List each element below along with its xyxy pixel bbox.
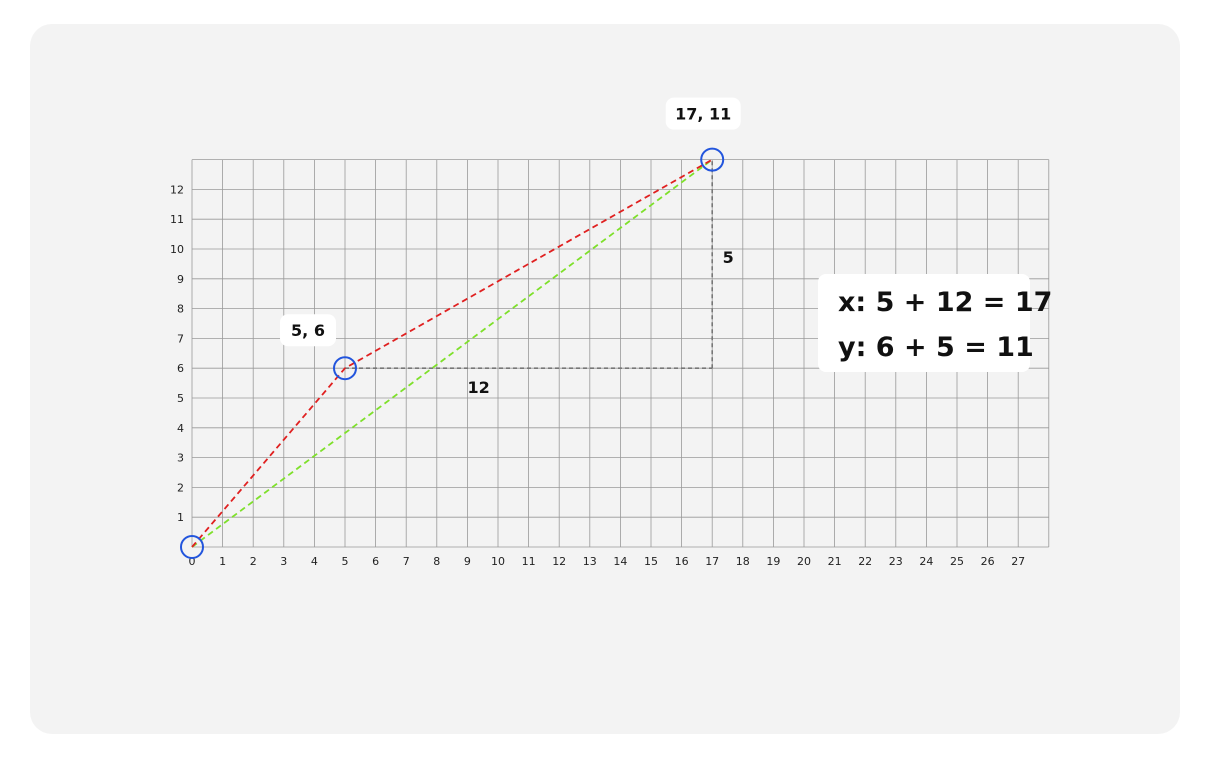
y-tick-label: 5 [177, 392, 184, 405]
point-marker-circle [333, 356, 357, 381]
x-tick-label: 23 [889, 555, 903, 568]
x-tick-label: 21 [828, 555, 842, 568]
delta-x-label: 12 [467, 378, 489, 397]
x-tick-label: 16 [675, 555, 689, 568]
x-tick-label: 19 [766, 555, 780, 568]
x-tick-label: 25 [950, 555, 964, 568]
point-label: 17, 11 [675, 105, 731, 124]
callout-box [665, 97, 741, 130]
equation-x: x: 5 + 12 = 17 [838, 287, 1053, 318]
y-tick-label: 12 [170, 183, 184, 196]
x-tick-label: 12 [552, 555, 566, 568]
x-tick-label: 3 [280, 555, 287, 568]
x-tick-label: 14 [613, 555, 627, 568]
x-tick-label: 26 [981, 555, 995, 568]
x-tick-label: 13 [583, 555, 597, 568]
y-tick-label: 3 [177, 452, 184, 465]
diagram-panel [30, 24, 1180, 734]
resultant-line-green [191, 158, 713, 548]
delta-labels: 12 5 [467, 248, 733, 397]
y-tick-label: 4 [177, 422, 184, 435]
x-tick-label: 22 [858, 555, 872, 568]
x-axis-ticks: 0 1 2 3 4 5 6 7 8 9 10 11 12 13 14 15 16 17 18 19 20 21 22 23 24… [189, 555, 1026, 568]
point-marker-circle [700, 147, 725, 172]
path-line-red [191, 158, 713, 548]
y-tick-label: 1 [177, 511, 184, 524]
point-markers [180, 147, 725, 559]
point-marker-circle [180, 535, 204, 559]
x-tick-label: 8 [433, 555, 440, 568]
x-tick-label: 6 [372, 555, 379, 568]
x-tick-label: 1 [219, 555, 226, 568]
x-tick-label: 11 [522, 555, 536, 568]
x-tick-label: 17 [705, 555, 719, 568]
y-tick-label: 11 [170, 213, 184, 226]
x-tick-label: 0 [189, 555, 196, 568]
y-tick-label: 8 [177, 303, 184, 316]
x-tick-label: 27 [1011, 555, 1025, 568]
x-tick-label: 15 [644, 555, 658, 568]
x-tick-label: 7 [403, 555, 410, 568]
x-tick-label: 20 [797, 555, 811, 568]
y-tick-label: 2 [177, 481, 184, 494]
x-tick-label: 5 [342, 555, 349, 568]
x-tick-label: 9 [464, 555, 471, 568]
point-callouts: 5, 6 17, 11 [280, 97, 741, 347]
y-tick-label: 6 [177, 362, 184, 375]
y-tick-label: 9 [177, 273, 184, 286]
equation-y: y: 6 + 5 = 11 [838, 332, 1034, 363]
equation-box: x: 5 + 12 = 17 y: 6 + 5 = 11 [818, 274, 1053, 372]
delta-guides [345, 159, 714, 370]
point-label: 5, 6 [291, 321, 325, 340]
x-tick-label: 18 [736, 555, 750, 568]
x-tick-label: 2 [250, 555, 257, 568]
callout-box [280, 314, 336, 347]
x-tick-label: 24 [919, 555, 933, 568]
delta-y-label: 5 [723, 248, 734, 267]
y-tick-label: 10 [170, 243, 184, 256]
y-tick-label: 7 [177, 332, 184, 345]
series-lines [191, 158, 713, 548]
x-tick-label: 10 [491, 555, 505, 568]
x-tick-label: 4 [311, 555, 318, 568]
